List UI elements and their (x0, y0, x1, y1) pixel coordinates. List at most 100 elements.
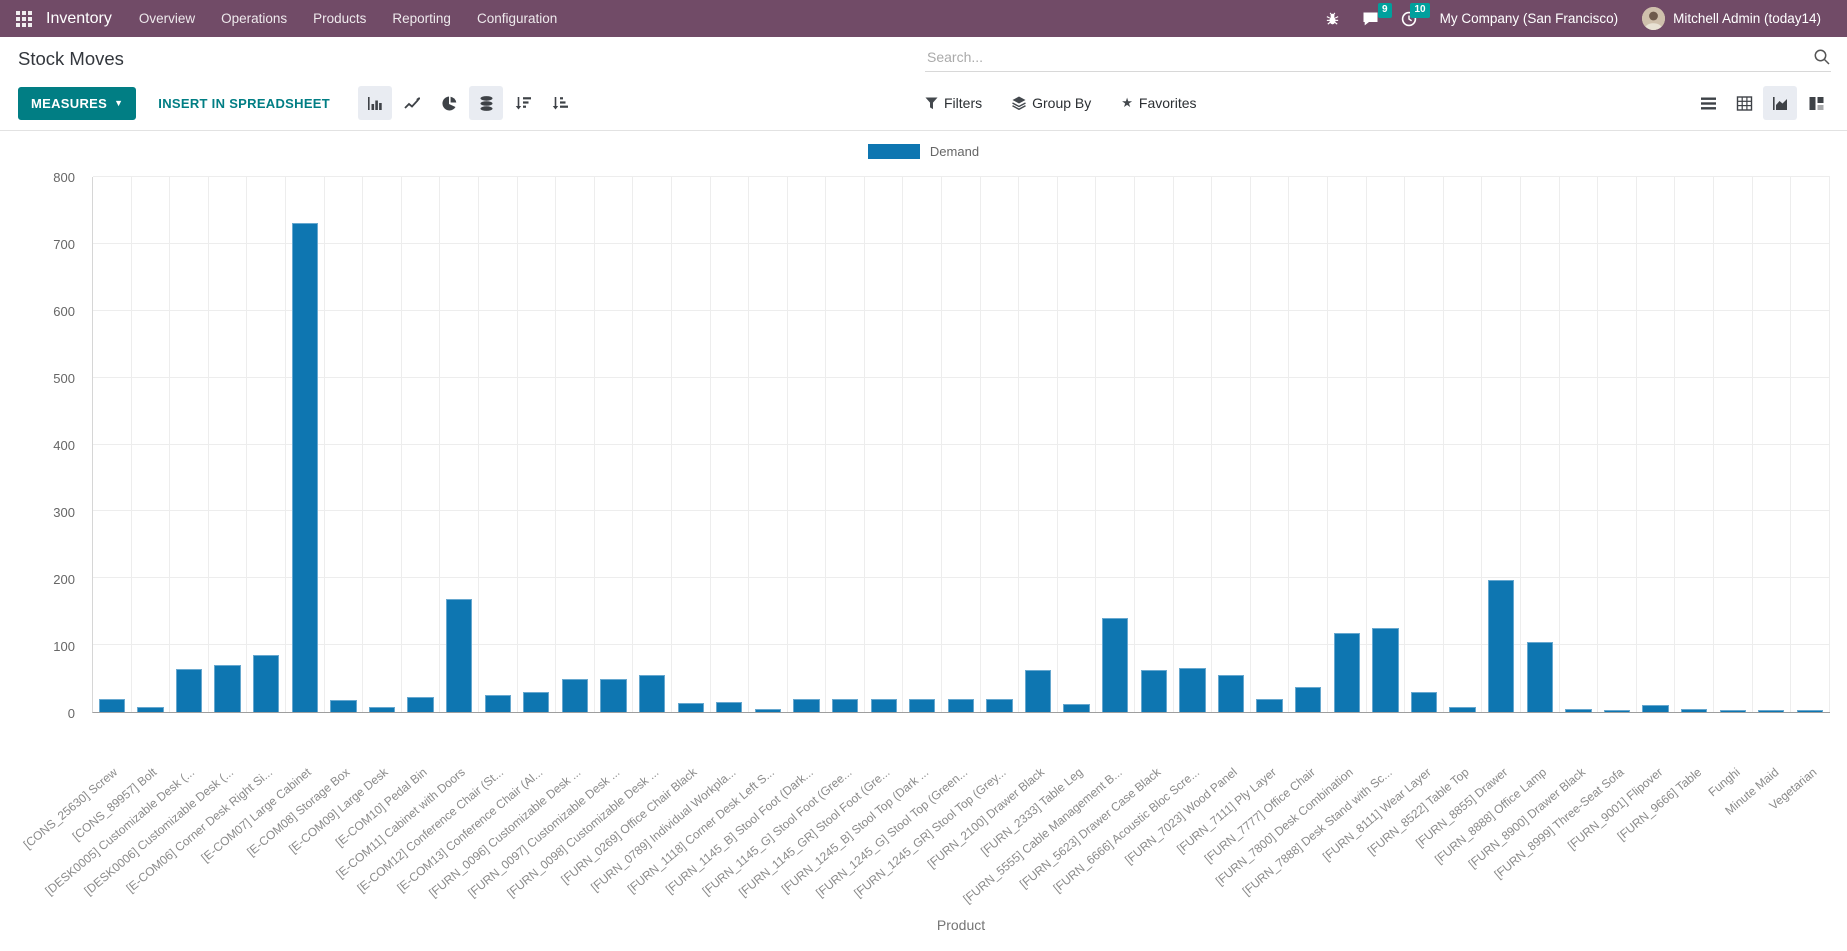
bar[interactable] (1565, 709, 1591, 712)
bar-slot (440, 177, 479, 712)
star-icon: ★ (1121, 95, 1133, 111)
sort-ascending-button[interactable] (543, 86, 577, 120)
filters-label: Filters (944, 95, 982, 111)
bar[interactable] (214, 665, 240, 712)
bar[interactable] (1449, 707, 1475, 712)
apps-menu-button[interactable] (10, 7, 38, 31)
chat-bubble-icon (1362, 11, 1379, 27)
bar[interactable] (485, 695, 511, 712)
bar-slot (325, 177, 364, 712)
graph-view-button[interactable] (1763, 86, 1797, 120)
bar[interactable] (1025, 670, 1051, 712)
bar[interactable] (948, 699, 974, 712)
sort-descending-button[interactable] (506, 86, 540, 120)
bar-slot (1328, 177, 1367, 712)
bar[interactable] (1411, 692, 1437, 712)
y-tick-label: 700 (0, 237, 84, 252)
bar[interactable] (755, 709, 781, 712)
bar-slot (93, 177, 132, 712)
bar[interactable] (832, 699, 858, 712)
bar[interactable] (716, 702, 742, 712)
user-menu[interactable]: Mitchell Admin (today14) (1632, 7, 1831, 30)
legend-label: Demand (930, 144, 979, 159)
bar[interactable] (793, 699, 819, 712)
nav-item-reporting[interactable]: Reporting (379, 0, 464, 37)
bar[interactable] (369, 707, 395, 712)
bar[interactable] (639, 675, 665, 712)
stacked-database-icon (478, 95, 495, 112)
bar[interactable] (1295, 687, 1321, 712)
bar[interactable] (176, 669, 202, 712)
nav-item-overview[interactable]: Overview (126, 0, 208, 37)
bar-slot (826, 177, 865, 712)
line-chart-button[interactable] (395, 86, 429, 120)
bar[interactable] (562, 679, 588, 713)
measures-button[interactable]: MEASURES ▼ (18, 87, 136, 120)
bar-slot (1174, 177, 1213, 712)
nav-item-configuration[interactable]: Configuration (464, 0, 570, 37)
bar[interactable] (446, 599, 472, 712)
bar[interactable] (909, 699, 935, 712)
bar-slot (981, 177, 1020, 712)
legend[interactable]: Demand (868, 131, 979, 161)
kanban-view-button[interactable] (1799, 86, 1833, 120)
bar[interactable] (1488, 580, 1514, 712)
activities-button[interactable]: 10 (1392, 5, 1426, 33)
bar[interactable] (1797, 710, 1823, 712)
bar[interactable] (600, 679, 626, 713)
bar[interactable] (1102, 618, 1128, 712)
bar[interactable] (1758, 710, 1784, 712)
bar-chart-button[interactable] (358, 86, 392, 120)
bar[interactable] (1141, 670, 1167, 712)
nav-item-products[interactable]: Products (300, 0, 379, 37)
stacked-toggle-button[interactable] (469, 86, 503, 120)
filters-button[interactable]: Filters (925, 89, 982, 117)
bar[interactable] (1256, 699, 1282, 712)
bar[interactable] (137, 707, 163, 712)
bar[interactable] (99, 699, 125, 712)
pivot-view-button[interactable] (1727, 86, 1761, 120)
bar[interactable] (407, 697, 433, 712)
pie-chart-button[interactable] (432, 86, 466, 120)
bar-slot (1714, 177, 1753, 712)
measures-label: MEASURES (31, 96, 107, 111)
search-input[interactable] (925, 45, 1813, 69)
favorites-button[interactable]: ★ Favorites (1121, 89, 1196, 117)
bar-slot (595, 177, 634, 712)
bar[interactable] (292, 223, 318, 712)
bar-slot (1367, 177, 1406, 712)
nav-item-operations[interactable]: Operations (208, 0, 300, 37)
bar[interactable] (1334, 633, 1360, 712)
bar[interactable] (1218, 675, 1244, 712)
bar[interactable] (871, 699, 897, 712)
bar[interactable] (678, 703, 704, 712)
bar-slot (1753, 177, 1792, 712)
y-tick-label: 200 (0, 572, 84, 587)
list-view-button[interactable] (1691, 86, 1725, 120)
bar-slot (286, 177, 325, 712)
bar-slot (942, 177, 981, 712)
bar[interactable] (253, 655, 279, 712)
bar[interactable] (330, 700, 356, 712)
group-by-button[interactable]: Group By (1012, 89, 1091, 117)
bar[interactable] (523, 692, 549, 712)
bar[interactable] (986, 699, 1012, 712)
bar-slot (672, 177, 711, 712)
bar[interactable] (1527, 642, 1553, 712)
messages-button[interactable]: 9 (1353, 5, 1388, 33)
bar[interactable] (1063, 704, 1089, 712)
bar-slot (170, 177, 209, 712)
app-name[interactable]: Inventory (46, 10, 112, 28)
bar[interactable] (1681, 709, 1707, 712)
user-name: Mitchell Admin (today14) (1673, 11, 1821, 26)
bar-slot (1560, 177, 1599, 712)
search-icon[interactable] (1813, 48, 1831, 66)
bar[interactable] (1179, 668, 1205, 712)
bar[interactable] (1372, 628, 1398, 712)
bar[interactable] (1604, 710, 1630, 712)
bar[interactable] (1720, 710, 1746, 712)
debug-button[interactable] (1316, 5, 1349, 32)
insert-in-spreadsheet-button[interactable]: INSERT IN SPREADSHEET (148, 88, 340, 119)
company-switcher[interactable]: My Company (San Francisco) (1430, 11, 1629, 26)
bar[interactable] (1642, 705, 1668, 712)
